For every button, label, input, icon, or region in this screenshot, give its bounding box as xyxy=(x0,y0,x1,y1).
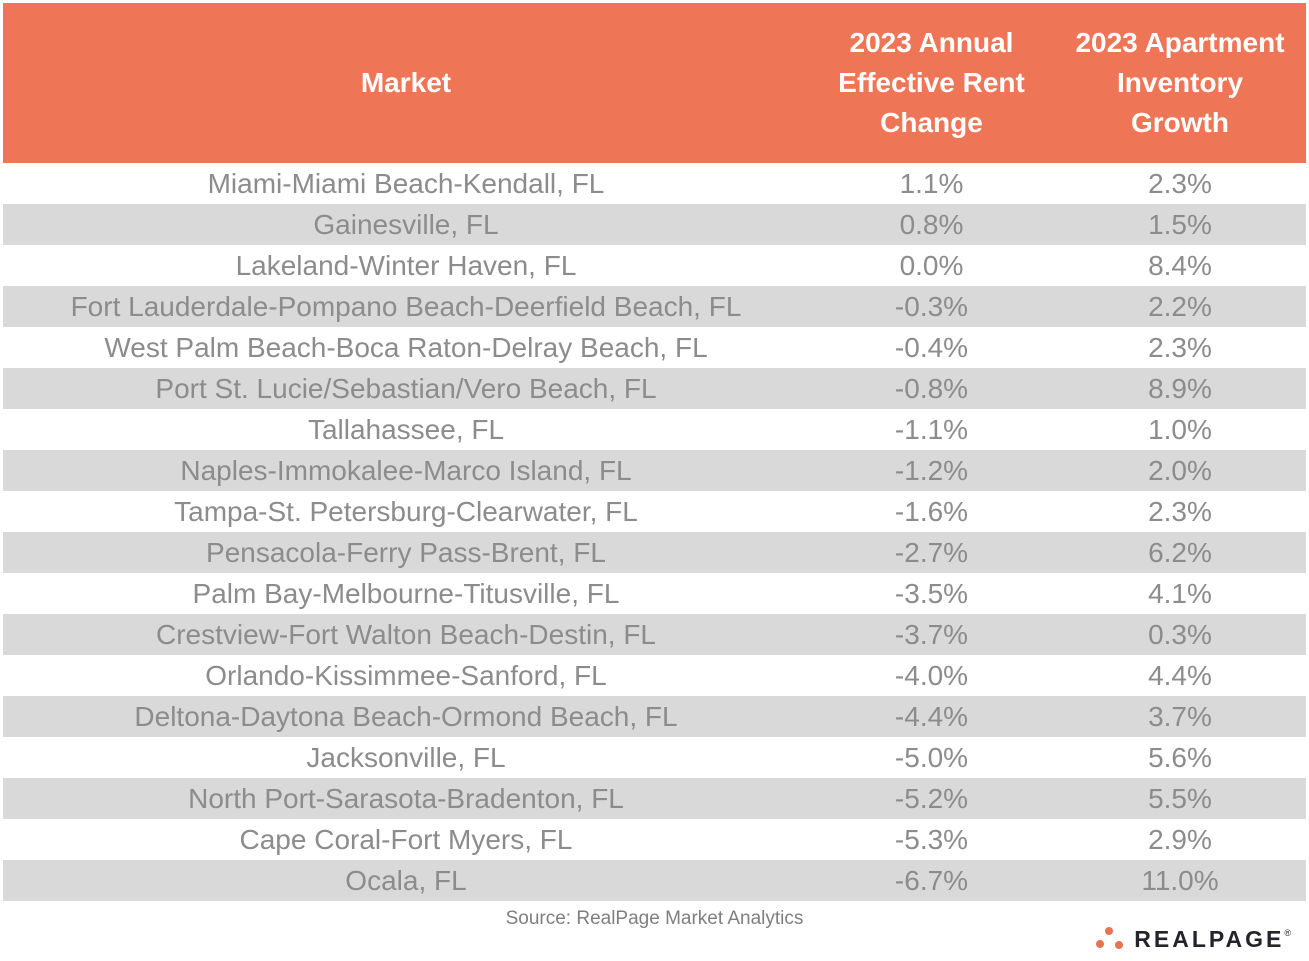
table-row: Port St. Lucie/Sebastian/Vero Beach, FL -… xyxy=(3,368,1306,409)
inventory-growth-cell: 3.7% xyxy=(1148,701,1212,732)
market-cell: Orlando-Kissimmee-Sanford, FL xyxy=(205,660,607,691)
rent-change-cell: -1.2% xyxy=(894,455,969,486)
market-cell: Deltona-Daytona Beach-Ormond Beach, FL xyxy=(134,701,678,732)
rent-change-cell: -5.0% xyxy=(894,742,969,773)
market-cell: North Port-Sarasota-Bradenton, FL xyxy=(188,783,624,814)
rent-change-cell: -6.7% xyxy=(894,865,969,896)
header-inventory-growth: 2023 Apartment Inventory Growth xyxy=(1075,27,1285,138)
source-caption: Source: RealPage Market Analytics xyxy=(505,908,804,929)
inventory-growth-cell: 5.6% xyxy=(1148,742,1212,773)
market-cell: Miami-Miami Beach-Kendall, FL xyxy=(207,168,605,199)
rent-change-cell: -0.8% xyxy=(894,373,969,404)
header-rent-change: 2023 Annual Effective Rent Change xyxy=(838,27,1025,138)
market-cell: Fort Lauderdale-Pompano Beach-Deerfield … xyxy=(70,291,742,322)
realpage-logo: REALPAGE ® xyxy=(1096,927,1291,951)
table-header: Market 2023 Annual Effective Rent Change… xyxy=(3,3,1306,163)
rent-change-cell: -3.5% xyxy=(894,578,969,609)
inventory-growth-cell: 2.3% xyxy=(1148,168,1212,199)
table-row: Ocala, FL -6.7% 11.0% xyxy=(3,860,1306,901)
table-row: Tampa-St. Petersburg-Clearwater, FL -1.6%… xyxy=(3,491,1306,532)
rent-change-cell: -5.3% xyxy=(894,824,969,855)
rent-change-cell: -1.6% xyxy=(894,496,969,527)
realpage-dots-icon xyxy=(1096,927,1125,951)
table-row: Lakeland-Winter Haven, FL 0.0% 8.4% xyxy=(3,245,1306,286)
inventory-growth-cell: 2.3% xyxy=(1148,496,1212,527)
table-body: Miami-Miami Beach-Kendall, FL 1.1% 2.3% Gai… xyxy=(3,163,1306,901)
inventory-growth-cell: 5.5% xyxy=(1148,783,1212,814)
rent-change-cell: -2.7% xyxy=(894,537,969,568)
rent-change-cell: -0.4% xyxy=(894,332,969,363)
inventory-growth-cell: 11.0% xyxy=(1141,865,1219,896)
logo-dot xyxy=(1105,927,1114,935)
realpage-logo-text: REALPAGE xyxy=(1134,926,1285,952)
table-row: Crestview-Fort Walton Beach-Destin, FL -3… xyxy=(3,614,1306,655)
market-cell: Pensacola-Ferry Pass-Brent, FL xyxy=(206,537,606,568)
rent-change-cell: -4.4% xyxy=(894,701,969,732)
table-row: Cape Coral-Fort Myers, FL -5.3% 2.9% xyxy=(3,819,1306,860)
inventory-growth-cell: 0.3% xyxy=(1148,619,1212,650)
market-cell: Cape Coral-Fort Myers, FL xyxy=(239,824,573,855)
rent-change-cell: -3.7% xyxy=(894,619,969,650)
inventory-growth-cell: 2.0% xyxy=(1148,455,1212,486)
rent-change-cell: 0.0% xyxy=(899,250,964,281)
rent-change-cell: -1.1% xyxy=(894,414,969,445)
trademark-symbol: ® xyxy=(1284,928,1291,938)
table-row: Jacksonville, FL -5.0% 5.6% xyxy=(3,737,1306,778)
table-row: West Palm Beach-Boca Raton-Delray Beach,… xyxy=(3,327,1306,368)
table-row: Fort Lauderdale-Pompano Beach-Deerfield … xyxy=(3,286,1306,327)
inventory-growth-cell: 4.1% xyxy=(1148,578,1212,609)
rent-change-cell: 1.1% xyxy=(899,168,964,199)
market-cell: Port St. Lucie/Sebastian/Vero Beach, FL xyxy=(155,373,657,404)
market-table: Market 2023 Annual Effective Rent Change… xyxy=(3,3,1306,901)
inventory-growth-cell: 1.5% xyxy=(1148,209,1212,240)
market-cell: Crestview-Fort Walton Beach-Destin, FL xyxy=(156,619,656,650)
inventory-growth-cell: 8.9% xyxy=(1148,373,1212,404)
logo-dot xyxy=(1115,941,1124,949)
table-row: North Port-Sarasota-Bradenton, FL -5.2% 5.… xyxy=(3,778,1306,819)
market-cell: West Palm Beach-Boca Raton-Delray Beach,… xyxy=(104,332,708,363)
table-row: Palm Bay-Melbourne-Titusville, FL -3.5% 4.… xyxy=(3,573,1306,614)
table-row: Tallahassee, FL -1.1% 1.0% xyxy=(3,409,1306,450)
market-cell: Tampa-St. Petersburg-Clearwater, FL xyxy=(174,496,638,527)
table-row: Naples-Immokalee-Marco Island, FL -1.2% 2.… xyxy=(3,450,1306,491)
rent-change-cell: -4.0% xyxy=(894,660,969,691)
market-cell: Gainesville, FL xyxy=(313,209,499,240)
inventory-growth-cell: 2.3% xyxy=(1148,332,1212,363)
market-cell: Ocala, FL xyxy=(345,865,467,896)
inventory-growth-cell: 2.9% xyxy=(1148,824,1212,855)
table-row: Miami-Miami Beach-Kendall, FL 1.1% 2.3% xyxy=(3,163,1306,204)
inventory-growth-cell: 6.2% xyxy=(1148,537,1212,568)
rent-change-cell: -0.3% xyxy=(894,291,969,322)
rent-change-cell: -5.2% xyxy=(894,783,969,814)
table-row: Gainesville, FL 0.8% 1.5% xyxy=(3,204,1306,245)
inventory-growth-cell: 4.4% xyxy=(1148,660,1212,691)
table-row: Deltona-Daytona Beach-Ormond Beach, FL -4… xyxy=(3,696,1306,737)
header-row: Market 2023 Annual Effective Rent Change… xyxy=(3,3,1306,163)
market-cell: Jacksonville, FL xyxy=(306,742,506,773)
market-cell: Naples-Immokalee-Marco Island, FL xyxy=(180,455,632,486)
inventory-growth-cell: 2.2% xyxy=(1148,291,1212,322)
rent-change-cell: 0.8% xyxy=(899,209,964,240)
inventory-growth-cell: 8.4% xyxy=(1148,250,1212,281)
logo-dot xyxy=(1096,940,1105,948)
market-cell: Palm Bay-Melbourne-Titusville, FL xyxy=(192,578,620,609)
table-row: Orlando-Kissimmee-Sanford, FL -4.0% 4.4% xyxy=(3,655,1306,696)
header-market: Market xyxy=(360,67,452,98)
inventory-growth-cell: 1.0% xyxy=(1148,414,1212,445)
table-row: Pensacola-Ferry Pass-Brent, FL -2.7% 6.2% xyxy=(3,532,1306,573)
market-cell: Tallahassee, FL xyxy=(307,414,505,445)
market-cell: Lakeland-Winter Haven, FL xyxy=(235,250,577,281)
